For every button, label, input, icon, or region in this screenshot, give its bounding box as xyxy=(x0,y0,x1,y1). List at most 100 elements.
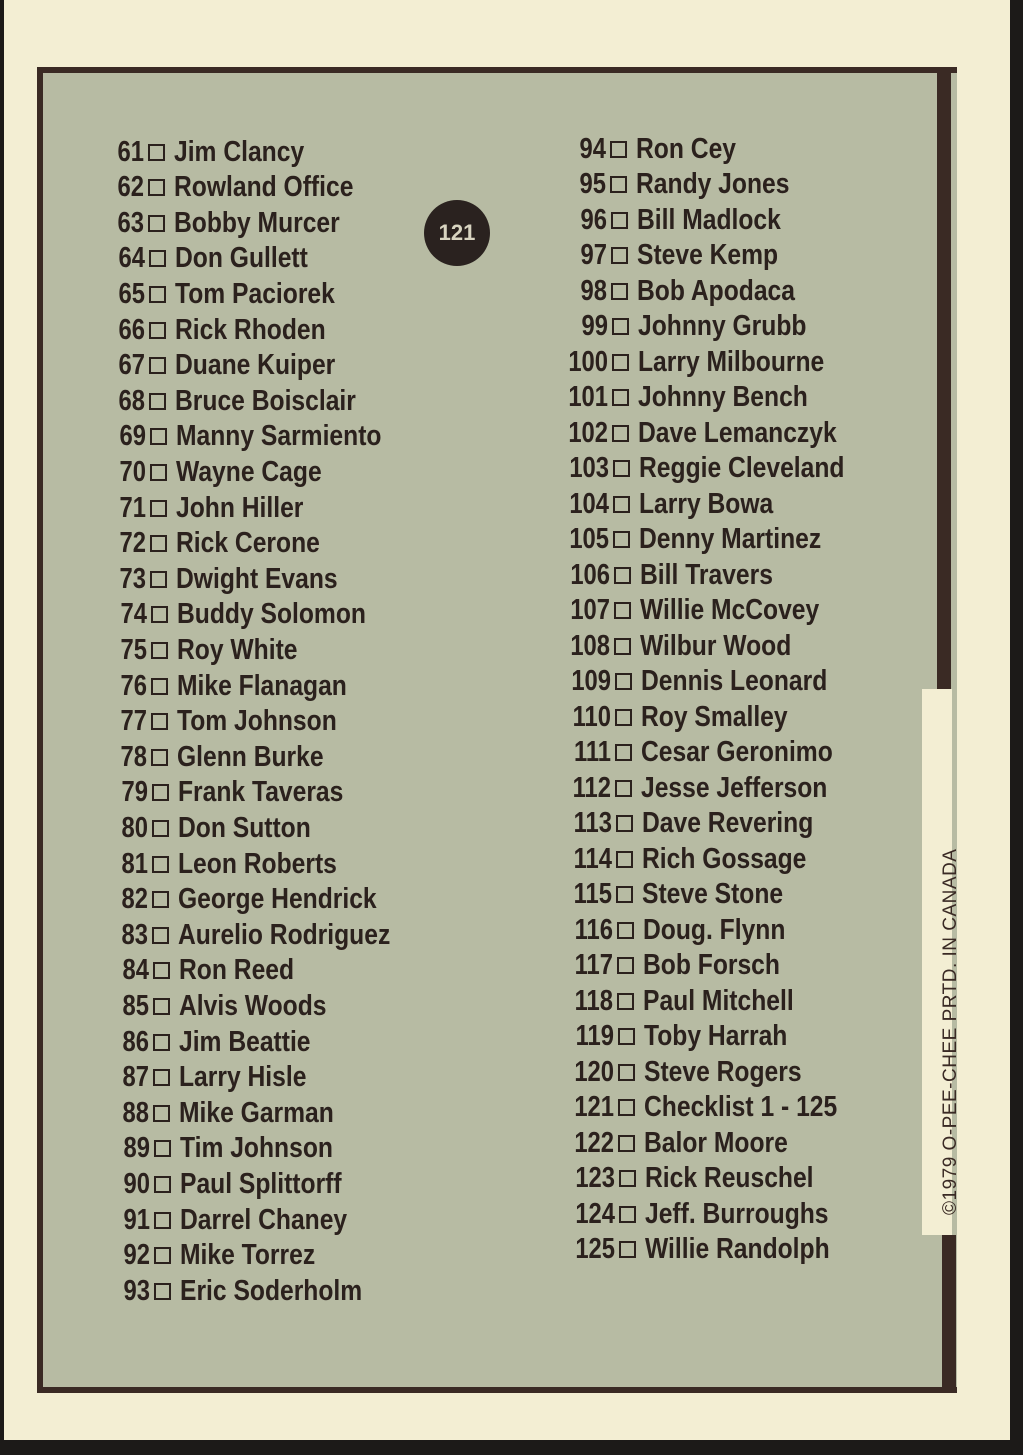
checklist-item: 71 John Hiller xyxy=(80,491,326,525)
player-name: Rick Reuschel xyxy=(644,1162,814,1194)
checkbox[interactable] xyxy=(611,282,629,300)
checkbox[interactable] xyxy=(617,1028,635,1045)
checklist-item: 97 Steve Kemp xyxy=(541,239,803,273)
checkbox[interactable] xyxy=(616,921,634,939)
checkbox[interactable] xyxy=(154,1282,172,1300)
checkbox[interactable] xyxy=(615,815,633,832)
checkbox[interactable] xyxy=(619,1205,636,1223)
player-name: Leon Roberts xyxy=(178,847,337,880)
checklist-panel xyxy=(37,67,957,1393)
checkbox[interactable] xyxy=(150,641,168,659)
checkbox[interactable] xyxy=(148,214,166,232)
player-name: Jim Beattie xyxy=(179,1025,311,1058)
card-number: 97 xyxy=(580,239,607,271)
checkbox[interactable] xyxy=(153,1140,171,1158)
player-name: Dave Revering xyxy=(641,807,813,839)
player-name: Don Sutton xyxy=(177,811,311,844)
checklist-item: 79 Frank Taveras xyxy=(82,776,373,810)
checkbox[interactable] xyxy=(148,179,166,197)
checkbox[interactable] xyxy=(151,713,169,731)
checkbox[interactable] xyxy=(619,1241,637,1258)
checkbox[interactable] xyxy=(150,606,168,624)
checkbox[interactable] xyxy=(154,1211,171,1229)
checkbox[interactable] xyxy=(153,1069,171,1087)
card-number: 119 xyxy=(575,1020,614,1052)
checkbox[interactable] xyxy=(613,495,630,513)
player-name: Bob Forsch xyxy=(642,949,780,981)
checkbox[interactable] xyxy=(149,392,167,410)
checklist-item: 64 Don Gullett xyxy=(79,242,331,276)
card-number: 79 xyxy=(121,776,148,809)
checkbox[interactable] xyxy=(618,1099,636,1116)
checkbox[interactable] xyxy=(152,962,170,980)
checkbox[interactable] xyxy=(149,321,166,339)
checkbox[interactable] xyxy=(148,285,166,303)
checkbox[interactable] xyxy=(614,673,632,690)
checkbox[interactable] xyxy=(151,748,169,766)
player-name: Bill Travers xyxy=(639,558,773,591)
checkbox[interactable] xyxy=(613,531,631,548)
checkbox[interactable] xyxy=(154,1247,172,1265)
checkbox[interactable] xyxy=(614,637,632,655)
checklist-item: 92 Mike Torrez xyxy=(84,1239,339,1273)
checklist-item: 119 Toby Harrah xyxy=(548,1020,813,1054)
copyright-credit: ©1979 O-PEE-CHEE PRTD. IN CANADA xyxy=(940,848,961,1215)
checkbox[interactable] xyxy=(610,140,627,158)
checkbox[interactable] xyxy=(612,424,630,442)
card-number: 87 xyxy=(122,1061,150,1094)
player-name: Alvis Woods xyxy=(178,989,327,1022)
checkbox[interactable] xyxy=(617,1063,635,1081)
checkbox[interactable] xyxy=(612,389,630,406)
checkbox[interactable] xyxy=(152,855,169,873)
checkbox[interactable] xyxy=(615,779,633,797)
checkbox[interactable] xyxy=(616,886,634,903)
checkbox[interactable] xyxy=(149,428,167,446)
checkbox[interactable] xyxy=(617,992,635,1010)
checklist-item: 123 Rick Reuschel xyxy=(549,1162,843,1196)
checkbox[interactable] xyxy=(152,997,170,1015)
checkbox[interactable] xyxy=(613,566,631,584)
player-name: Tim Johnson xyxy=(179,1132,333,1165)
checkbox[interactable] xyxy=(151,677,168,695)
checkbox[interactable] xyxy=(149,357,167,375)
checkbox[interactable] xyxy=(149,463,167,481)
checklist-item: 98 Bob Apodaca xyxy=(541,274,823,308)
checkbox[interactable] xyxy=(153,1104,171,1122)
checkbox[interactable] xyxy=(610,211,628,229)
player-name: Doug. Flynn xyxy=(642,913,785,946)
checkbox[interactable] xyxy=(150,570,168,588)
checkbox[interactable] xyxy=(615,744,633,761)
right-border-top xyxy=(937,67,951,689)
checklist-item: 86 Jim Beattie xyxy=(83,1025,334,1059)
checkbox[interactable] xyxy=(616,957,634,974)
checkbox[interactable] xyxy=(611,318,629,335)
player-name: Steve Rogers xyxy=(643,1055,802,1088)
card-number: 110 xyxy=(572,700,611,733)
checklist-item: 117 Bob Forsch xyxy=(547,949,804,983)
checkbox[interactable] xyxy=(148,143,165,161)
checkbox[interactable] xyxy=(612,460,630,477)
checkbox[interactable] xyxy=(153,1033,170,1051)
checkbox[interactable] xyxy=(618,1170,636,1187)
checklist-item: 116 Doug. Flynn xyxy=(547,913,811,947)
checkbox[interactable] xyxy=(610,247,628,264)
checkbox[interactable] xyxy=(152,891,170,909)
checkbox[interactable] xyxy=(614,708,632,726)
checkbox[interactable] xyxy=(610,176,628,193)
checkbox[interactable] xyxy=(152,926,170,944)
checkbox[interactable] xyxy=(611,353,629,371)
checkbox[interactable] xyxy=(150,535,168,553)
checkbox[interactable] xyxy=(616,850,633,868)
checkbox[interactable] xyxy=(618,1134,636,1152)
checkbox[interactable] xyxy=(153,1175,171,1193)
checklist-item: 80 Don Sutton xyxy=(82,811,334,845)
checkbox[interactable] xyxy=(151,784,169,802)
card-number: 89 xyxy=(123,1132,150,1165)
checkbox[interactable] xyxy=(150,499,167,517)
card-number: 120 xyxy=(574,1055,614,1088)
player-name: Larry Bowa xyxy=(639,487,774,520)
checkbox[interactable] xyxy=(148,250,166,268)
checkbox[interactable] xyxy=(613,602,631,619)
player-name: Bob Apodaca xyxy=(637,274,796,307)
checkbox[interactable] xyxy=(151,819,169,837)
